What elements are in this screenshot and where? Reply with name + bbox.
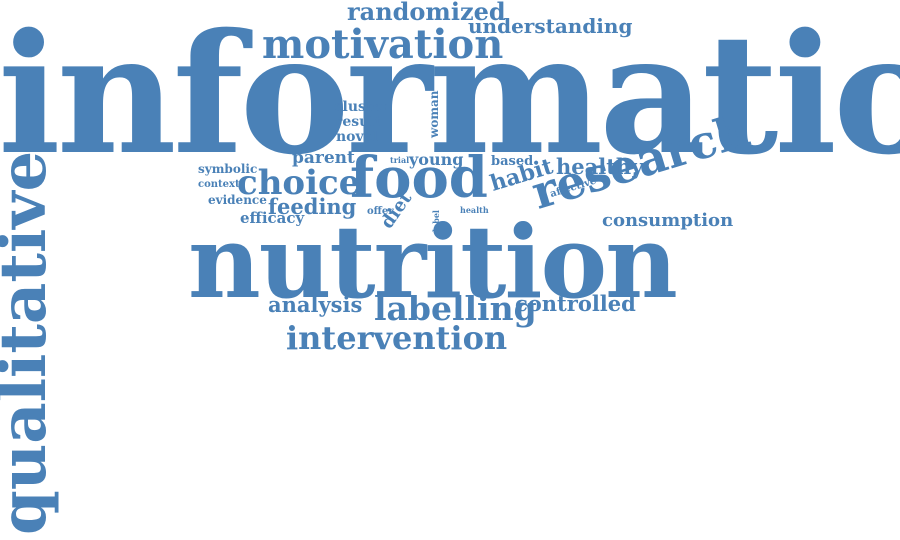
word-randomized: randomized — [347, 0, 506, 26]
word-based: based — [491, 154, 534, 169]
word-context: context — [198, 179, 240, 190]
word-consumption: consumption — [602, 210, 734, 231]
word-intervention: intervention — [286, 319, 508, 357]
word-trial: trial — [390, 155, 410, 165]
word-analysis: analysis — [268, 292, 363, 317]
word-nutrition: nutrition — [188, 203, 678, 321]
word-health: health — [460, 205, 489, 215]
word-novel: novel — [336, 129, 378, 145]
word-woman: woman — [427, 90, 441, 138]
word-parent: parent — [292, 148, 355, 168]
word-labelling: labelling — [374, 289, 537, 328]
word-controlled: controlled — [515, 291, 636, 316]
word-choice: choice — [237, 163, 361, 203]
word-understanding: understanding — [468, 14, 633, 38]
word-offer: offer — [367, 206, 394, 217]
word-cluster: cluster — [334, 99, 389, 115]
word-food: food — [350, 145, 488, 211]
word-label: label — [431, 210, 441, 232]
word-feeding: feeding — [268, 194, 357, 219]
word-symbolic: symbolic — [198, 162, 258, 176]
word-result: result — [335, 114, 382, 130]
word-evidence: evidence — [208, 193, 267, 207]
word-efficacy: efficacy — [240, 209, 305, 227]
word-motivation: motivation — [262, 21, 504, 68]
word-young: young — [409, 150, 464, 169]
word-qualitative: qualitative — [0, 150, 61, 535]
word-healthy: healthy — [556, 154, 644, 179]
